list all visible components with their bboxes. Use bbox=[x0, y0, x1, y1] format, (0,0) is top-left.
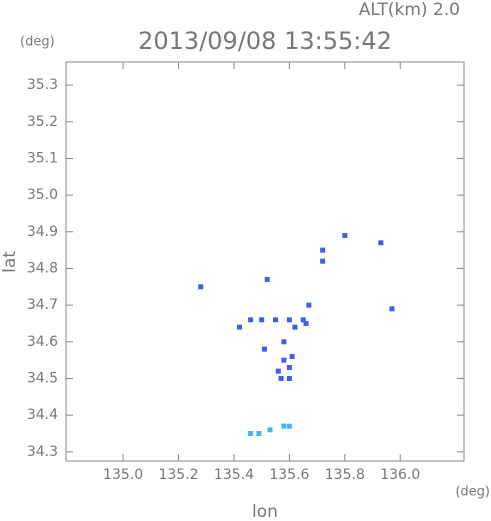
echo-point bbox=[237, 324, 243, 330]
echo-point bbox=[267, 427, 273, 433]
echo-point bbox=[281, 423, 287, 429]
echo-point bbox=[198, 284, 204, 290]
echo-point bbox=[320, 258, 326, 264]
y-tick-label: 34.5 bbox=[27, 370, 58, 386]
echo-point bbox=[286, 375, 292, 381]
echo-point bbox=[320, 247, 326, 253]
y-tick-label: 35.0 bbox=[27, 187, 58, 203]
x-tick-label: 135.8 bbox=[325, 467, 365, 483]
chart-title: 2013/09/08 13:55:42 bbox=[138, 27, 392, 55]
echo-point bbox=[286, 317, 292, 323]
echo-point bbox=[264, 276, 270, 282]
y-tick-label: 35.2 bbox=[27, 114, 58, 130]
echo-point bbox=[289, 353, 295, 359]
x-tick-label: 135.6 bbox=[269, 467, 309, 483]
echo-point bbox=[273, 317, 279, 323]
echo-point bbox=[286, 423, 292, 429]
echo-point bbox=[389, 306, 395, 312]
echo-point bbox=[256, 430, 262, 436]
y-tick-label: 34.9 bbox=[27, 224, 58, 240]
x-tick-label: 136.0 bbox=[380, 467, 420, 483]
echo-point bbox=[248, 430, 254, 436]
echo-point bbox=[259, 317, 265, 323]
echo-point bbox=[306, 302, 312, 308]
echo-point bbox=[248, 317, 254, 323]
echo-point bbox=[281, 339, 287, 345]
echo-point bbox=[261, 346, 267, 352]
x-tick-label: 135.0 bbox=[103, 467, 143, 483]
echo-point bbox=[342, 232, 348, 238]
x-axis-label: lon bbox=[252, 502, 278, 521]
y-tick-label: 34.3 bbox=[27, 444, 58, 460]
echo-point bbox=[278, 375, 284, 381]
y-tick-label: 34.4 bbox=[27, 407, 58, 423]
echo-point bbox=[300, 317, 306, 323]
echo-point bbox=[303, 320, 309, 326]
y-tick-label: 34.7 bbox=[27, 297, 58, 313]
y-tick-label: 35.3 bbox=[27, 77, 58, 93]
x-tick-label: 135.4 bbox=[214, 467, 254, 483]
echo-point bbox=[281, 357, 287, 363]
y-tick-label: 34.6 bbox=[27, 334, 58, 350]
plot-frame bbox=[65, 61, 465, 462]
y-unit: (deg) bbox=[20, 35, 55, 50]
echo-point bbox=[286, 364, 292, 370]
echo-point bbox=[292, 324, 298, 330]
x-tick-label: 135.2 bbox=[158, 467, 198, 483]
echo-point bbox=[378, 240, 384, 246]
echo-point bbox=[275, 368, 281, 374]
altitude: ALT(km) 2.0 bbox=[359, 0, 460, 20]
x-unit: (deg) bbox=[455, 485, 490, 500]
y-axis-label: lat bbox=[0, 251, 20, 273]
y-tick-label: 35.1 bbox=[27, 150, 58, 166]
y-tick-label: 34.8 bbox=[27, 260, 58, 276]
